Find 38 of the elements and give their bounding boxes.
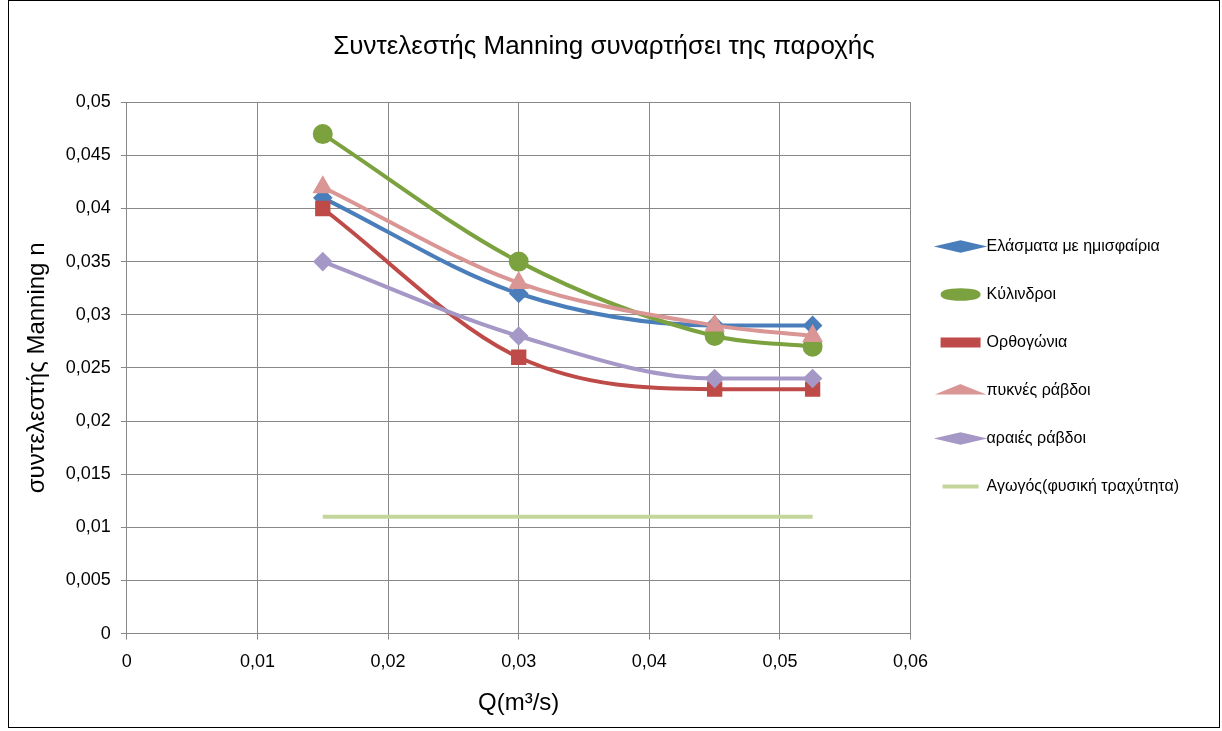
legend-label: αραιές ράβδοι — [986, 428, 1087, 446]
legend-label: Ελάσματα με ημισφαίρια — [986, 236, 1160, 254]
legend-label: Ορθογώνια — [986, 332, 1068, 350]
x-axis-title: Q(m³/s) — [478, 688, 560, 716]
legend-label: πυκνές ράβδοι — [986, 380, 1092, 398]
point — [705, 369, 724, 388]
y-tick-label: 0 — [100, 622, 111, 643]
y-tick-label: 0,005 — [65, 569, 111, 590]
x-tick-label: 0,06 — [893, 651, 929, 672]
point — [803, 326, 822, 343]
point — [313, 252, 332, 271]
y-tick-label: 0,01 — [75, 516, 111, 537]
point — [803, 369, 822, 388]
x-tick-label: 0,02 — [370, 651, 406, 672]
y-tick-label: 0,025 — [65, 356, 111, 377]
legend-label: Κύλινδροι — [986, 284, 1057, 302]
y-tick-label: 0,03 — [75, 303, 111, 324]
x-tick-label: 0,01 — [239, 651, 275, 672]
point — [312, 124, 333, 145]
y-tick-label: 0,02 — [75, 410, 111, 431]
legend-label: Αγωγός(φυσική τραχύτητα) — [986, 476, 1179, 494]
y-tick-label: 0,05 — [75, 91, 111, 112]
y-tick-label: 0,045 — [65, 144, 111, 165]
point — [315, 200, 331, 217]
point — [511, 349, 527, 365]
y-tick-label: 0,015 — [65, 463, 111, 484]
x-tick-label: 0,03 — [501, 651, 537, 672]
point — [313, 177, 332, 194]
point — [508, 251, 529, 272]
point — [705, 315, 724, 332]
y-axis-title: συντελεστής Manning n — [22, 242, 50, 494]
x-tick-label: 0,05 — [762, 651, 798, 672]
point — [509, 327, 528, 346]
chart-title: Συντελεστής Manning συναρτήσει της παροχής — [333, 29, 875, 60]
x-tick-label: 0,04 — [631, 651, 667, 672]
y-tick-label: 0,035 — [65, 250, 111, 271]
x-tick-label: 0 — [121, 651, 132, 672]
y-tick-label: 0,04 — [75, 197, 111, 218]
